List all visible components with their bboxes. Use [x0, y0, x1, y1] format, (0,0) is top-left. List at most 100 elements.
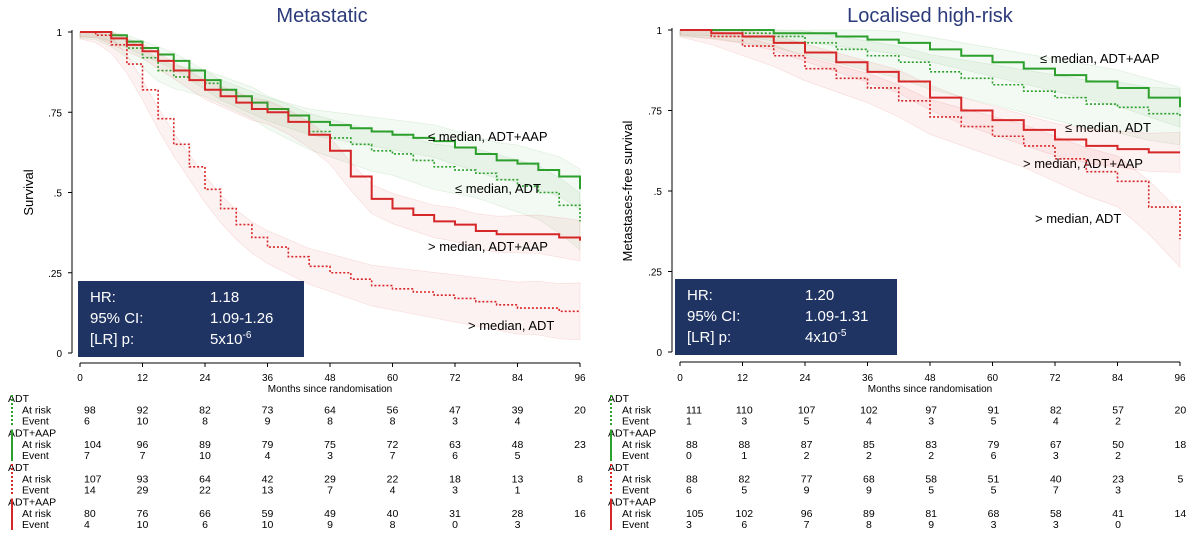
risk-at-risk-value: 82	[1050, 405, 1062, 417]
risk-at-risk-value: 91	[988, 405, 1000, 417]
y-tick-label: 0	[656, 348, 662, 359]
x-tick-label: 48	[924, 373, 936, 384]
risk-at-risk-value: 82	[199, 405, 211, 417]
x-tick-label: 24	[199, 373, 211, 384]
x-tick-label: 72	[1049, 373, 1061, 384]
curve-label: ≤ median, ADT	[455, 181, 541, 196]
risk-at-risk-value: 20	[1175, 405, 1187, 417]
risk-at-risk-value: 49	[324, 508, 336, 520]
risk-at-risk-value: 8	[577, 474, 583, 486]
risk-at-risk-value: 111	[686, 405, 702, 417]
risk-at-risk-value: 56	[387, 405, 399, 417]
risk-at-risk-label: At risk	[22, 405, 52, 417]
risk-at-risk-value: 93	[137, 474, 149, 486]
y-tick-label: .75	[648, 107, 662, 118]
survival-curve	[80, 31, 580, 313]
y-tick-label: .75	[48, 108, 62, 119]
risk-at-risk-label: At risk	[22, 508, 52, 520]
risk-event-value: 1	[741, 450, 747, 462]
risk-event-value: 6	[452, 450, 458, 462]
risk-at-risk-value: 83	[925, 439, 937, 451]
risk-event-value: 9	[804, 485, 810, 497]
risk-at-risk-value: 13	[512, 474, 524, 486]
risk-event-value: 2	[804, 450, 810, 462]
risk-at-risk-value: 92	[137, 405, 149, 417]
stats-label: [LR] p:	[687, 329, 731, 346]
risk-event-value: 22	[199, 485, 211, 497]
risk-at-risk-value: 96	[801, 508, 813, 520]
risk-event-value: 9	[928, 519, 934, 531]
risk-at-risk-value: 76	[137, 508, 149, 520]
risk-event-value: 10	[137, 416, 149, 428]
risk-event-value: 29	[137, 485, 149, 497]
risk-event-value: 3	[1115, 485, 1121, 497]
risk-event-label: Event	[22, 485, 49, 497]
risk-at-risk-value: 104	[84, 439, 102, 451]
risk-at-risk-value: 88	[738, 439, 750, 451]
survival-curve	[680, 29, 1181, 240]
risk-event-value: 5	[804, 416, 810, 428]
risk-at-risk-value: 79	[262, 439, 274, 451]
confidence-band	[79, 31, 581, 340]
risk-event-label: Event	[622, 416, 649, 428]
risk-at-risk-value: 42	[262, 474, 274, 486]
risk-at-risk-value: 58	[925, 474, 937, 486]
curve-label: ≤ median, ADT+AAP	[428, 129, 548, 144]
risk-at-risk-label: At risk	[22, 439, 52, 451]
risk-at-risk-value: 75	[324, 439, 336, 451]
risk-event-value: 9	[866, 485, 872, 497]
risk-at-risk-value: 57	[1112, 405, 1124, 417]
risk-at-risk-value: 82	[738, 474, 750, 486]
risk-event-value: 6	[686, 485, 692, 497]
risk-at-risk-value: 47	[449, 405, 461, 417]
stats-exponent: -6	[243, 330, 252, 341]
risk-at-risk-value: 64	[324, 405, 336, 417]
risk-group-name: ADT+AAP	[8, 497, 56, 509]
risk-event-value: 6	[991, 450, 997, 462]
risk-event-value: 4	[1053, 416, 1059, 428]
risk-event-value: 8	[390, 416, 396, 428]
risk-at-risk-value: 68	[988, 508, 1000, 520]
y-tick-label: 0	[56, 349, 62, 360]
risk-at-risk-value: 79	[988, 439, 1000, 451]
x-tick-label: 0	[77, 373, 83, 384]
x-tick-label: 24	[799, 373, 811, 384]
risk-at-risk-value: 48	[512, 439, 524, 451]
x-axis-label: Months since randomisation	[868, 384, 993, 395]
risk-event-value: 5	[741, 485, 747, 497]
risk-at-risk-value: 87	[801, 439, 813, 451]
risk-at-risk-value: 85	[863, 439, 875, 451]
risk-event-value: 10	[262, 519, 274, 531]
risk-at-risk-value: 89	[199, 439, 211, 451]
stats-value: 5x10-6	[210, 330, 252, 348]
risk-at-risk-value: 28	[512, 508, 524, 520]
risk-event-value: 2	[1115, 450, 1121, 462]
risk-at-risk-value: 41	[1112, 508, 1124, 520]
risk-event-label: Event	[622, 450, 649, 462]
risk-event-value: 5	[928, 485, 934, 497]
risk-event-value: 0	[1115, 519, 1121, 531]
chart-title: Localised high-risk	[847, 5, 1014, 27]
x-tick-label: 36	[262, 373, 274, 384]
risk-at-risk-value: 73	[262, 405, 274, 417]
risk-at-risk-value: 39	[512, 405, 524, 417]
stats-box: HR: 1.20 95% CI: 1.09-1.31 [LR] p: 4x10-5	[675, 279, 897, 355]
risk-event-value: 3	[741, 416, 747, 428]
curve-label: > median, ADT	[1035, 211, 1121, 226]
survival-curve	[680, 29, 1181, 108]
risk-event-value: 4	[84, 519, 90, 531]
risk-at-risk-value: 63	[449, 439, 461, 451]
y-tick-label: .25	[48, 269, 62, 280]
risk-at-risk-value: 50	[1112, 439, 1124, 451]
risk-at-risk-value: 18	[449, 474, 461, 486]
risk-at-risk-value: 81	[925, 508, 937, 520]
risk-event-value: 9	[327, 519, 333, 531]
risk-at-risk-value: 97	[925, 405, 937, 417]
risk-event-value: 6	[84, 416, 90, 428]
risk-at-risk-value: 64	[199, 474, 211, 486]
risk-event-value: 3	[1053, 450, 1059, 462]
risk-at-risk-value: 67	[1050, 439, 1062, 451]
risk-at-risk-value: 58	[1050, 508, 1062, 520]
risk-at-risk-value: 105	[686, 508, 704, 520]
